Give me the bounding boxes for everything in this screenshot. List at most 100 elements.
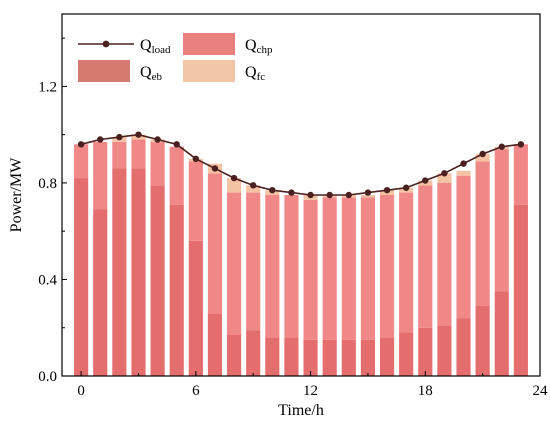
bar-chp-19 [437,182,452,326]
bar-eb-7 [207,313,223,376]
bar-chp-13 [322,197,337,340]
bar-fc-20 [456,170,471,176]
bar-chp-8 [227,192,242,335]
load-point-16 [383,186,391,194]
bar-eb-15 [360,339,375,376]
y-tick-label-0.0: 0.0 [38,369,57,385]
bar-eb-5 [169,204,184,376]
bar-eb-12 [303,339,318,376]
load-point-11 [288,189,295,196]
bar-eb-16 [379,337,395,376]
bar-chp-2 [112,141,127,169]
bar-eb-11 [284,337,299,376]
legend-key-chp [183,33,235,55]
bar-fc-21 [475,153,490,162]
legend-label-fc: Qfc [245,64,265,83]
load-point-19 [441,170,448,177]
bar-chp-20 [456,175,471,319]
bar-eb-2 [112,168,127,376]
y-tick-label-0.4: 0.4 [38,272,57,288]
bar-eb-0 [74,178,89,376]
bar-chp-22 [494,149,509,292]
bar-eb-22 [494,291,509,376]
bar-chp-23 [513,144,528,205]
x-tick-label-24: 24 [533,383,549,399]
load-point-18 [422,177,429,184]
bar-chp-18 [418,185,433,328]
load-point-23 [517,141,525,148]
bar-eb-1 [93,209,108,376]
bar-fc-9 [246,185,261,193]
load-point-0 [77,141,85,148]
load-point-12 [307,191,314,199]
bar-fc-19 [437,173,452,183]
bar-chp-16 [379,195,395,338]
bar-eb-18 [418,327,433,376]
legend-label-load: Qload [140,37,171,56]
tick-layer: 0 6 12 18 24 0.0 0.4 0.8 1.2 [38,37,549,399]
bar-chp-17 [399,192,414,333]
x-tick-label-0: 0 [77,383,85,399]
bar-eb-3 [131,168,146,376]
bar-eb-4 [150,185,165,376]
bar-eb-10 [265,337,280,376]
bar-eb-14 [341,339,356,376]
load-point-14 [345,191,352,199]
bar-eb-23 [513,204,528,376]
x-tick-label-18: 18 [418,383,433,399]
load-point-1 [97,136,104,143]
bar-eb-20 [456,318,471,376]
legend-key-load-marker [102,40,110,48]
legend: Qload Qchp Qeb Qfc [78,33,273,83]
load-point-9 [250,182,257,189]
plot-frame [61,13,541,377]
legend-label-chp: Qchp [245,37,273,56]
y-tick-label-1.2: 1.2 [38,79,57,95]
load-point-8 [230,174,238,182]
load-point-17 [402,184,410,191]
load-point-15 [364,189,372,196]
load-point-4 [154,136,161,143]
bar-chp-3 [131,139,146,169]
bar-layer [74,134,528,376]
bar-chp-14 [341,197,356,340]
load-point-22 [498,143,505,150]
load-line [80,133,521,196]
load-point-3 [135,131,142,138]
load-line-layer [77,131,525,199]
bar-eb-19 [437,325,452,376]
bar-chp-6 [188,161,203,241]
y-tick-label-0.8: 0.8 [38,176,57,192]
load-point-21 [479,150,486,158]
bar-chp-21 [475,161,490,307]
bar-fc-15 [360,195,375,198]
bar-chp-15 [360,197,375,340]
bar-chp-0 [74,144,89,179]
bar-eb-13 [322,339,337,376]
legend-label-eb: Qeb [140,64,162,83]
bar-eb-8 [227,334,242,376]
load-point-13 [326,191,333,199]
legend-key-eb [78,60,130,82]
bar-eb-6 [188,240,203,376]
load-point-10 [269,186,276,194]
x-tick-label-12: 12 [303,383,318,399]
bar-chp-11 [284,195,299,338]
y-axis-title: Power/MW [8,157,25,233]
load-point-6 [192,155,200,162]
x-axis-title: Time/h [278,402,324,419]
load-point-5 [173,141,180,148]
bar-eb-9 [246,330,261,376]
bar-chp-12 [303,199,318,340]
x-tick-label-6: 6 [192,383,200,399]
load-point-20 [460,160,467,167]
bar-chp-9 [246,192,261,331]
bar-chp-7 [207,173,223,314]
load-point-7 [211,165,219,172]
bar-chp-10 [265,195,280,338]
legend-key-fc [183,60,235,82]
bar-chp-4 [150,141,165,186]
bar-chp-5 [169,146,184,205]
bar-eb-17 [399,332,414,376]
load-point-2 [116,133,123,141]
